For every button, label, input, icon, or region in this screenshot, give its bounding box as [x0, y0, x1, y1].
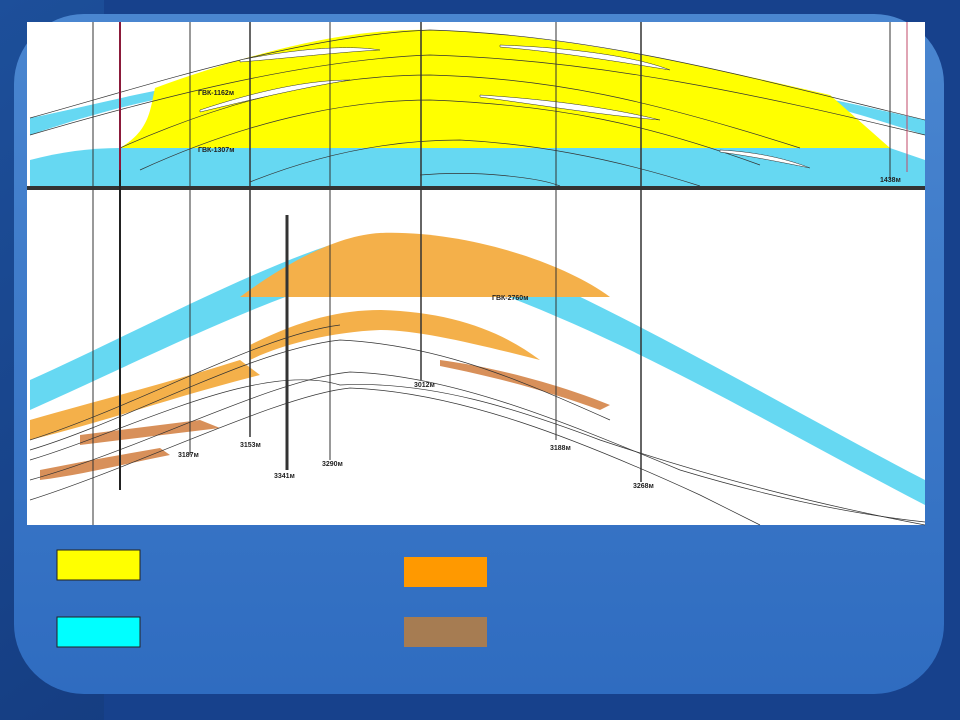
contact-label: ГВК-2760м: [492, 295, 528, 302]
depth-label: 3187м: [178, 452, 199, 459]
legend-swatch: [404, 557, 487, 587]
legend-swatch: [56, 616, 141, 648]
depth-label: 3290м: [322, 461, 343, 468]
cross-section: [27, 22, 926, 526]
contact-label: ГВК-1162м: [198, 90, 234, 97]
contact-label: ГВК-1307м: [198, 147, 234, 154]
depth-label: 3341м: [274, 473, 295, 480]
depth-label: 3268м: [633, 483, 654, 490]
legend-swatch: [404, 617, 487, 647]
depth-label: 3188м: [550, 445, 571, 452]
depth-label: 3012м: [414, 382, 435, 389]
depth-label: 3153м: [240, 442, 261, 449]
legend: [56, 549, 487, 648]
legend-swatch: [56, 549, 141, 581]
depth-label: 1438м: [880, 177, 901, 184]
depth-labels: ГВК-1162м ГВК-1307м 1438м ГВК-2760м 3012…: [178, 90, 901, 490]
